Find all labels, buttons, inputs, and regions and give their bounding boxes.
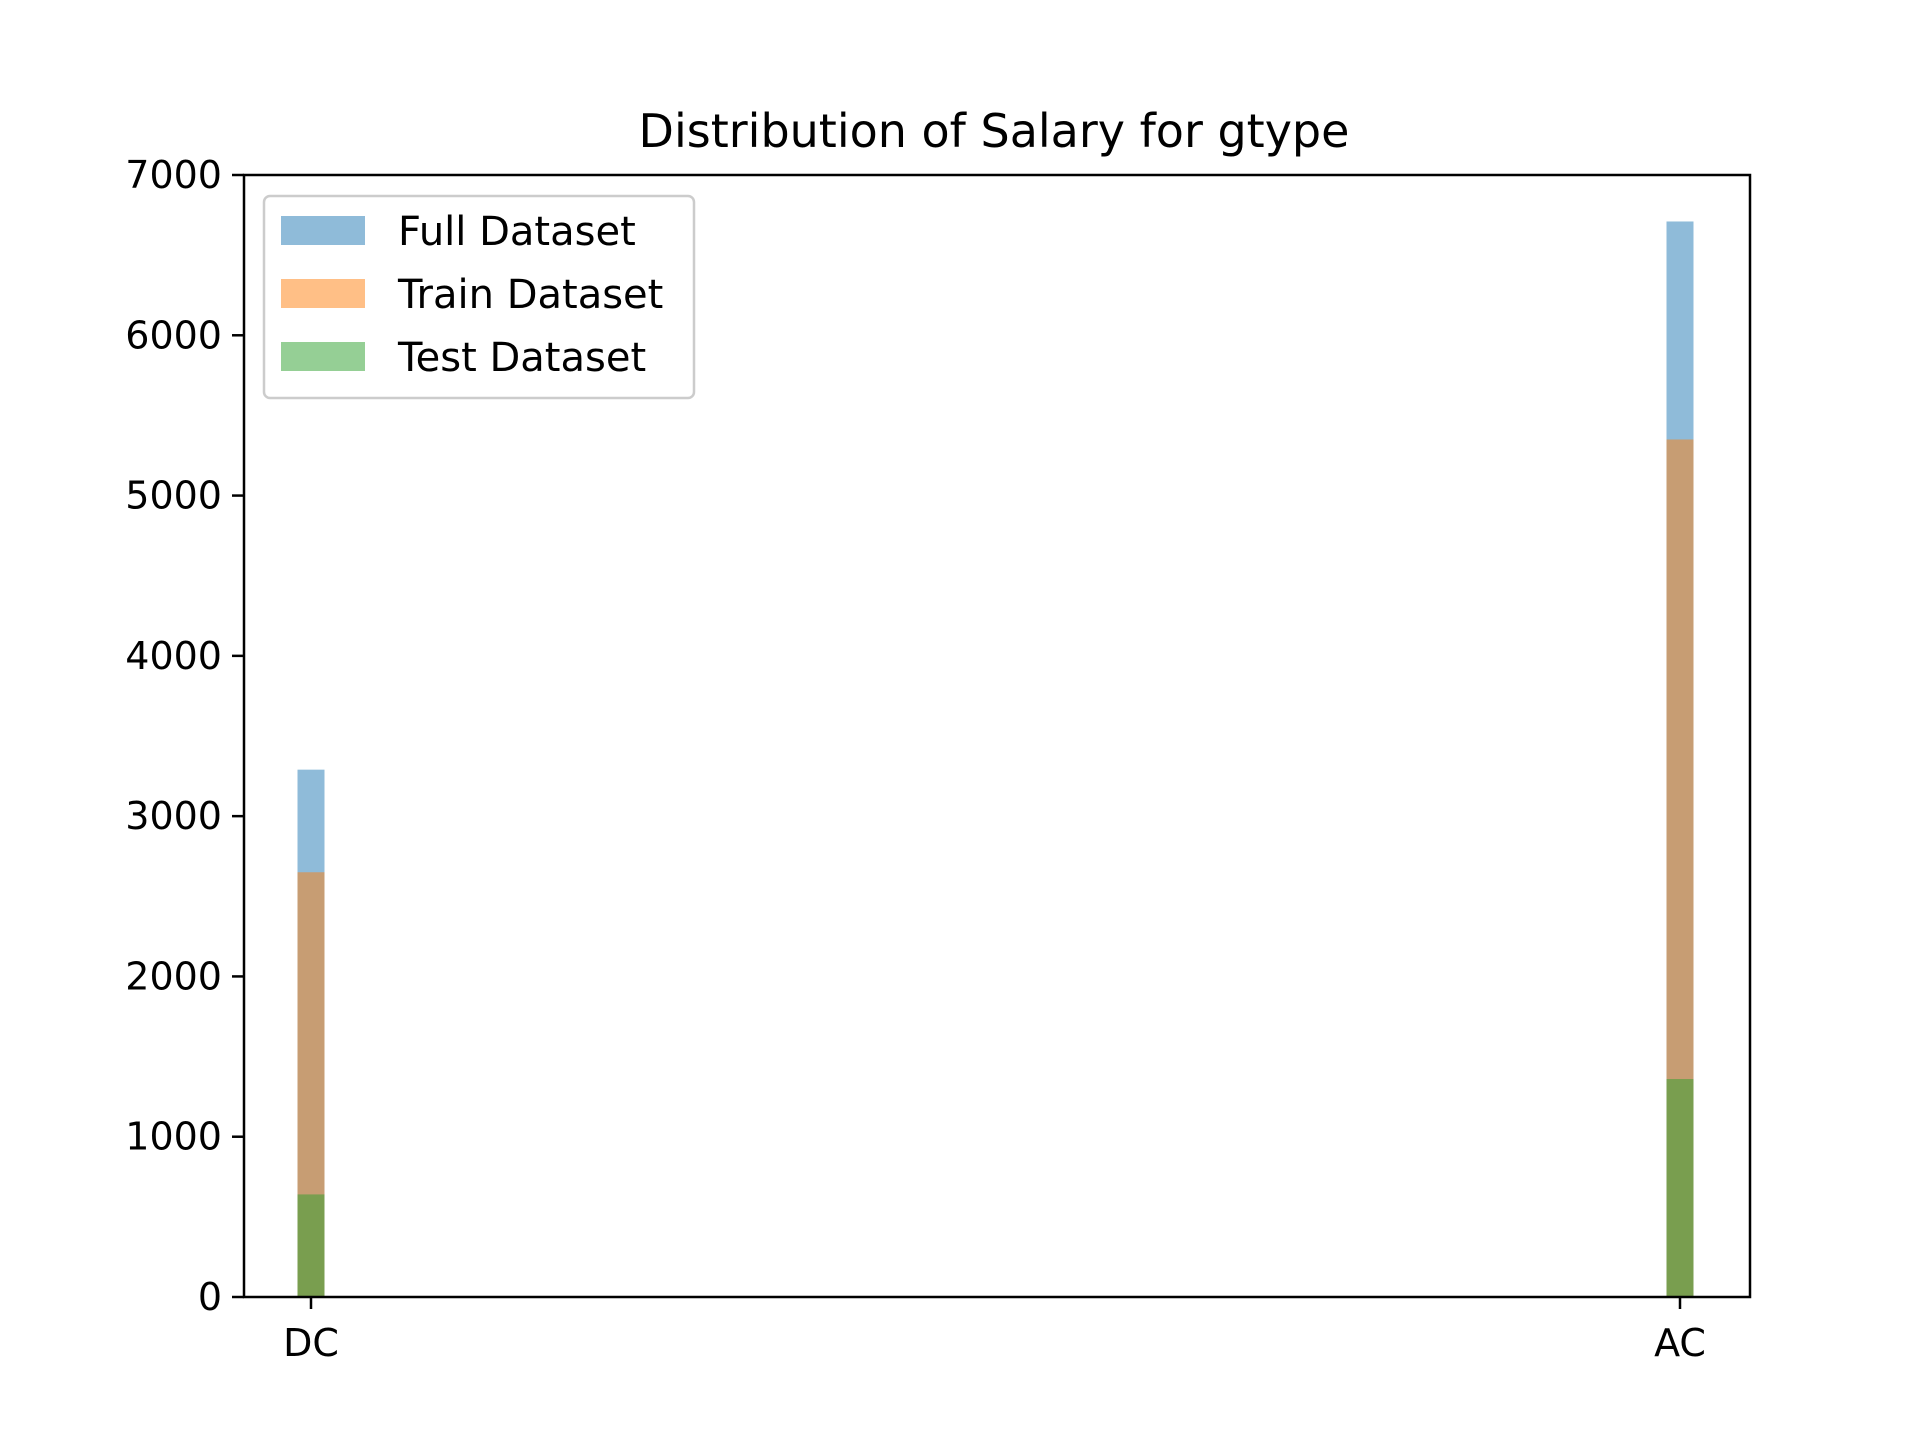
y-tick-label: 5000 — [125, 474, 222, 518]
x-axis: DC AC — [283, 1297, 1706, 1365]
y-tick-label: 4000 — [125, 634, 222, 678]
chart-title: Distribution of Salary for gtype — [639, 104, 1350, 158]
legend-box — [262, 194, 696, 400]
plot-frame — [242, 173, 1752, 1299]
x-tick-label-dc: DC — [283, 1321, 339, 1365]
x-tick-label-ac: AC — [1654, 1321, 1706, 1365]
legend-label-series-1: Train Dataset — [397, 272, 663, 318]
legend-swatch-series-0 — [281, 216, 365, 245]
legend-label-series-0: Full Dataset — [398, 209, 636, 255]
y-tick-label: 7000 — [125, 153, 222, 197]
y-tick-label: 3000 — [125, 794, 222, 838]
y-tick-label: 1000 — [125, 1115, 222, 1159]
y-axis: 0 1000 2000 3000 4000 5000 6000 7000 — [125, 153, 244, 1319]
legend-label-series-2: Test Dataset — [397, 335, 646, 381]
legend-swatch-series-2 — [281, 342, 365, 371]
y-tick-label: 2000 — [125, 954, 222, 998]
y-tick-label: 0 — [198, 1275, 222, 1319]
bar-ac-series-2 — [1666, 1079, 1694, 1297]
legend-swatch-series-1 — [281, 279, 365, 308]
bar-dc-series-2 — [297, 1194, 325, 1297]
bars-layer — [297, 221, 1694, 1297]
legend: Full Dataset Train Dataset Test Dataset — [262, 194, 696, 400]
y-tick-label: 6000 — [125, 313, 222, 357]
